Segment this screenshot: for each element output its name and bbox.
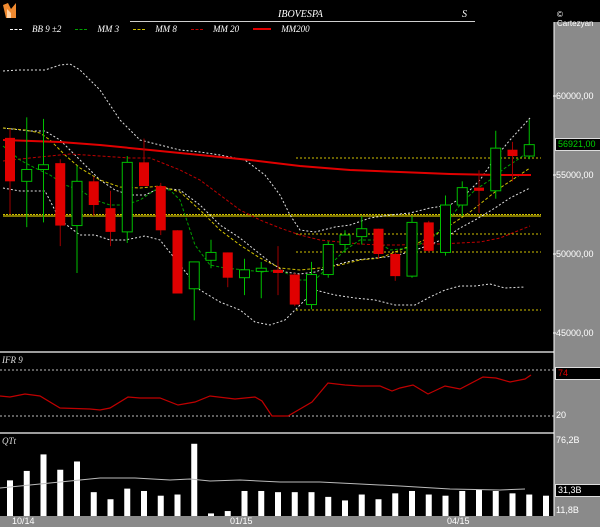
rsi-value-tag: 74 [555, 367, 600, 380]
price-tick-45000: 45000,00 [556, 328, 594, 338]
dashed-swatch-icon [190, 28, 203, 30]
legend-item-mm200[interactable]: MM200 [253, 24, 310, 34]
rsi-panel-label: IFR 9 [2, 355, 23, 365]
period-indicator[interactable]: S [462, 9, 467, 20]
volume-current-tag: 31,3B [555, 484, 600, 497]
x-label-jan15: 01/15 [230, 516, 253, 526]
x-label-apr15: 04/15 [447, 516, 470, 526]
dashed-swatch-icon [10, 28, 22, 30]
volume-tick-max: 76,2B [556, 435, 580, 445]
price-tick-60000: 60000,00 [556, 91, 594, 101]
volume-panel-label: QTt [2, 436, 17, 446]
chart-title-bar: IBOVESPA S [130, 9, 475, 22]
legend-item-bb[interactable]: BB 9 ±2 [10, 24, 61, 34]
symbol-name: IBOVESPA [278, 9, 323, 20]
price-tick-55000: 55000,00 [556, 170, 594, 180]
cartezyan-logo-icon [3, 3, 16, 18]
candlestick-series [5, 117, 535, 321]
volume-tick-min: 11,8B [556, 505, 579, 515]
solid-swatch-icon [253, 28, 272, 30]
legend-item-mm8[interactable]: MM 8 [133, 24, 177, 34]
price-tick-50000: 50000,00 [556, 249, 594, 259]
rsi-level-20: 20 [556, 410, 567, 420]
x-label-oct14: 10/14 [12, 516, 35, 526]
legend-item-mm20[interactable]: MM 20 [190, 24, 239, 34]
copyright-text: © Cartezyan [557, 10, 594, 28]
legend-item-mm3[interactable]: MM 3 [75, 24, 119, 34]
dashed-swatch-icon [133, 28, 146, 30]
time-axis-bar[interactable] [0, 516, 600, 527]
volume-bars [7, 443, 549, 516]
indicator-legend: BB 9 ±2 MM 3 MM 8 MM 20 MM200 [10, 24, 324, 34]
dashed-swatch-icon [75, 28, 88, 30]
price-axis-panel[interactable] [554, 22, 600, 516]
last-price-tag: 56921,00 [555, 138, 600, 151]
